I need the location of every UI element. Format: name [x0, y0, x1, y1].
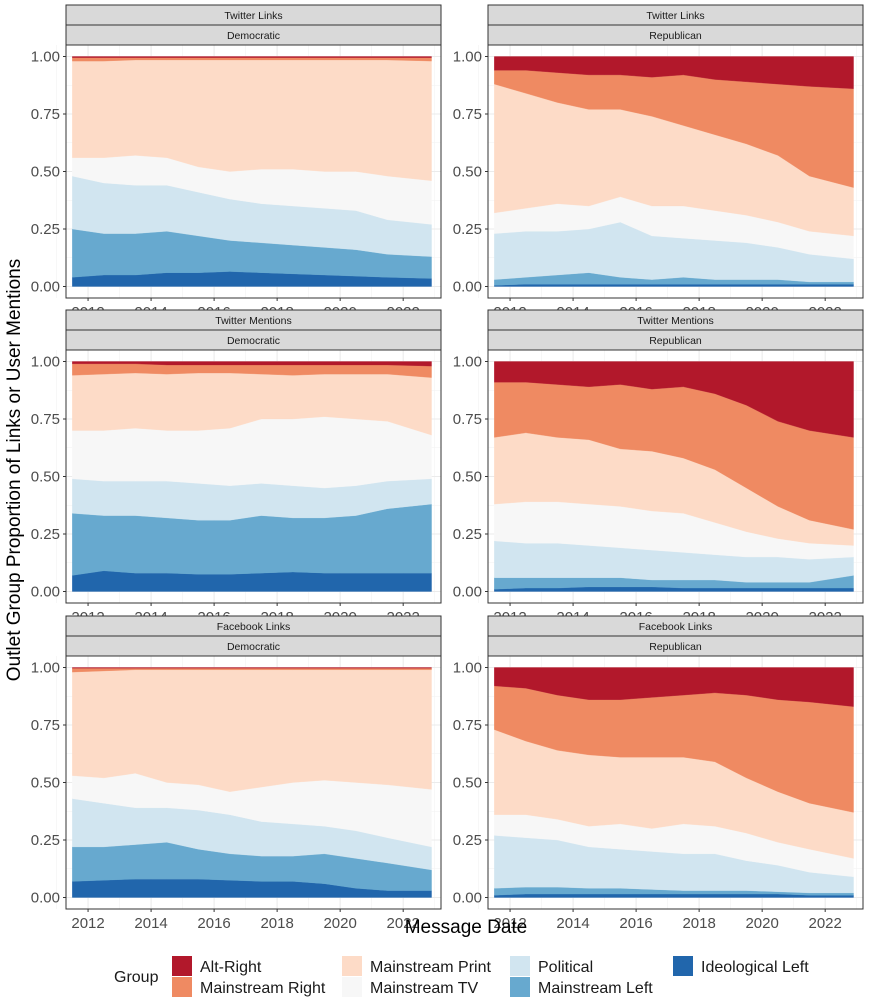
area-alt-right — [494, 361, 854, 438]
strip-bottom-label: Republican — [649, 30, 702, 42]
y-tick-label: 0.00 — [453, 890, 482, 907]
strip-bottom-label: Democratic — [227, 335, 280, 347]
x-tick-label: 2016 — [197, 915, 230, 932]
legend-label-mainstream-left: Mainstream Left — [538, 980, 653, 997]
legend: Group Alt-Right Mainstream Right Mainstream… — [114, 956, 809, 997]
y-tick-label: 0.75 — [453, 106, 482, 123]
y-tick-label: 0.75 — [453, 717, 482, 734]
y-tick-label: 0.25 — [31, 832, 60, 849]
legend-key-mainstream-left — [510, 977, 530, 997]
y-tick-label: 0.00 — [453, 279, 482, 296]
x-tick-label: 2014 — [134, 915, 167, 932]
y-tick-label: 1.00 — [453, 354, 482, 371]
y-tick-label: 0.50 — [31, 164, 60, 181]
y-tick-label: 0.50 — [31, 469, 60, 486]
y-tick-label: 0.50 — [453, 775, 482, 792]
strip-top-label: Facebook Links — [217, 621, 291, 633]
strip-top-label: Facebook Links — [639, 621, 713, 633]
legend-label-mainstream-print: Mainstream Print — [370, 959, 491, 976]
strip-bottom-label: Republican — [649, 335, 702, 347]
area-alt-right — [494, 56, 854, 89]
y-tick-label: 0.50 — [31, 775, 60, 792]
legend-label-ideological-left: Ideological Left — [701, 959, 809, 976]
legend-label-mainstream-tv: Mainstream TV — [370, 980, 479, 997]
legend-label-political: Political — [538, 959, 593, 976]
area-ideological-left — [72, 570, 432, 592]
x-axis-title: Message Date — [405, 917, 528, 938]
strip-top-label: Twitter Links — [646, 10, 704, 22]
strip-top-label: Twitter Mentions — [215, 315, 291, 327]
area-alt-right — [72, 56, 432, 58]
x-tick-label: 2020 — [323, 915, 356, 932]
y-tick-label: 0.25 — [31, 221, 60, 238]
y-tick-label: 0.75 — [453, 411, 482, 428]
strip-top-label: Twitter Mentions — [637, 315, 713, 327]
y-tick-label: 1.00 — [31, 49, 60, 66]
legend-key-mainstream-tv — [342, 977, 362, 997]
y-tick-label: 1.00 — [31, 660, 60, 677]
y-tick-label: 0.50 — [453, 164, 482, 181]
strip-top-label: Twitter Links — [224, 10, 282, 22]
legend-title: Group — [114, 969, 159, 986]
y-tick-label: 0.50 — [453, 469, 482, 486]
y-tick-label: 0.00 — [31, 890, 60, 907]
panel-twitter-mentions-republican: Twitter Mentions Republican 0.00 0.25 0.50 0.… — [453, 309, 864, 626]
x-tick-label: 2018 — [682, 915, 715, 932]
y-axis-title: Outlet Group Proportion of Links or User… — [4, 259, 25, 681]
x-tick-label: 2012 — [493, 915, 526, 932]
x-tick-label: 2018 — [260, 915, 293, 932]
y-tick-label: 0.25 — [453, 526, 482, 543]
area-alt-right — [72, 361, 432, 367]
x-tick-label: 2022 — [386, 915, 419, 932]
y-tick-label: 0.25 — [453, 832, 482, 849]
y-tick-label: 0.75 — [31, 717, 60, 734]
panel-twitter-mentions-democratic: Twitter Mentions Democratic 0.00 0.25 0.50 0.… — [31, 309, 442, 626]
legend-key-mainstream-right — [172, 977, 192, 997]
panel-facebook-links-democratic: Facebook Links Democratic 0.00 0.25 0.50 0.75… — [31, 615, 442, 932]
legend-key-alt-right — [172, 956, 192, 976]
legend-key-mainstream-print — [342, 956, 362, 976]
strip-bottom-label: Republican — [649, 641, 702, 653]
area-alt-right — [72, 667, 432, 669]
panel-twitter-links-democratic: Twitter Links Democratic 0.00 0.25 0.50 0.75 1… — [31, 4, 442, 321]
x-tick-label: 2012 — [71, 915, 104, 932]
legend-label-mainstream-right: Mainstream Right — [200, 980, 326, 997]
area-alt-right — [494, 667, 854, 707]
strip-bottom-label: Democratic — [227, 30, 280, 42]
y-tick-label: 0.00 — [31, 279, 60, 296]
y-tick-label: 0.00 — [31, 584, 60, 601]
area-ideological-left — [494, 284, 854, 287]
x-tick-label: 2014 — [556, 915, 589, 932]
y-tick-label: 0.25 — [453, 221, 482, 238]
panel-twitter-links-republican: Twitter Links Republican 0.00 0.25 0.50 0.75 1… — [453, 4, 864, 321]
y-tick-label: 1.00 — [31, 354, 60, 371]
y-tick-label: 1.00 — [453, 660, 482, 677]
x-tick-label: 2022 — [808, 915, 841, 932]
y-tick-label: 0.75 — [31, 106, 60, 123]
strip-bottom-label: Democratic — [227, 641, 280, 653]
area-mainstream-print — [72, 669, 432, 792]
y-tick-label: 0.00 — [453, 584, 482, 601]
y-tick-label: 0.75 — [31, 411, 60, 428]
legend-key-political — [510, 956, 530, 976]
panels-layer: Twitter Links Democratic 0.00 0.25 0.50 0.75 1… — [31, 4, 864, 932]
x-tick-label: 2020 — [745, 915, 778, 932]
legend-label-alt-right: Alt-Right — [200, 959, 262, 976]
x-tick-label: 2016 — [619, 915, 652, 932]
legend-key-ideological-left — [673, 956, 693, 976]
y-tick-label: 0.25 — [31, 526, 60, 543]
y-tick-label: 1.00 — [453, 49, 482, 66]
panel-facebook-links-republican: Facebook Links Republican 0.00 0.25 0.50 0.75… — [453, 615, 864, 932]
